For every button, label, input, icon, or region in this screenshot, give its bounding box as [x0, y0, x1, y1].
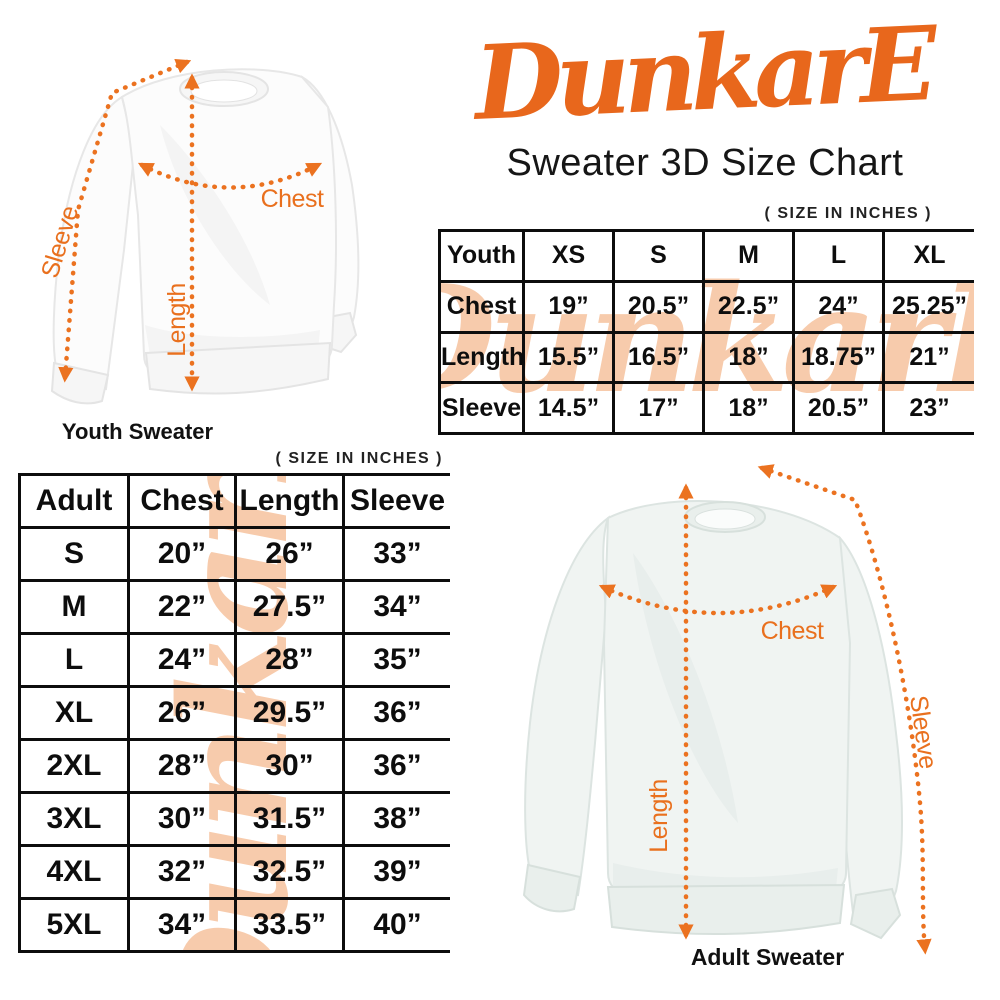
row-label: Chest	[438, 279, 525, 334]
youth-header-cell: S	[612, 229, 705, 283]
value-cell: 31.5”	[234, 791, 345, 847]
row-label: XL	[18, 685, 130, 741]
adult-table-area: DunkarE Adult Chest Length Sleeve S 20” …	[18, 473, 450, 953]
youth-table-area: DunkarE Youth XS S M L XL Chest 19” 20.5…	[438, 229, 974, 435]
value-cell: 25.25”	[882, 279, 974, 334]
youth-sweater-body	[50, 68, 360, 405]
adult-header-cell: Length	[234, 473, 345, 529]
row-label: M	[18, 579, 130, 635]
adult-header-cell: Sleeve	[342, 473, 450, 529]
youth-units-note: ( SIZE IN INCHES )	[764, 205, 932, 222]
table-row: Length 15.5” 16.5” 18” 18.75” 21”	[438, 330, 974, 385]
table-row: Chest 19” 20.5” 22.5” 24” 25.25”	[438, 279, 974, 334]
value-cell: 30”	[234, 738, 345, 794]
row-label: 3XL	[18, 791, 130, 847]
value-cell: 32.5”	[234, 844, 345, 900]
value-cell: 24”	[127, 632, 237, 688]
value-cell: 36”	[342, 738, 450, 794]
value-cell: 23”	[882, 381, 974, 435]
value-cell: 24”	[792, 279, 885, 334]
value-cell: 34”	[127, 897, 237, 953]
value-cell: 26”	[234, 526, 345, 582]
table-row: XL 26” 29.5” 36”	[18, 685, 450, 741]
youth-length-label: Length	[163, 283, 191, 356]
youth-sweater-caption: Youth Sweater	[61, 419, 214, 444]
adult-measurements: Chest Length Sleeve	[598, 464, 942, 955]
adult-chest-measure-line	[598, 584, 838, 616]
value-cell: 18”	[702, 381, 795, 435]
adult-sleeve-measure-line	[757, 464, 932, 955]
row-label: 5XL	[18, 897, 130, 953]
youth-sweater-illustration: Chest Length Sleeve	[36, 59, 360, 405]
adult-sleeve-label: Sleeve	[904, 694, 942, 771]
row-label: 2XL	[18, 738, 130, 794]
value-cell: 21”	[882, 330, 974, 385]
value-cell: 30”	[127, 791, 237, 847]
value-cell: 20.5”	[612, 279, 705, 334]
value-cell: 20”	[127, 526, 237, 582]
table-row: Sleeve 14.5” 17” 18” 20.5” 23”	[438, 381, 974, 435]
table-row: 2XL 28” 30” 36”	[18, 738, 450, 794]
value-cell: 40”	[342, 897, 450, 953]
adult-header-cell: Chest	[127, 473, 237, 529]
adult-chest-label: Chest	[761, 617, 824, 645]
value-cell: 29.5”	[234, 685, 345, 741]
value-cell: 15.5”	[522, 330, 615, 385]
table-row: 4XL 32” 32.5” 39”	[18, 844, 450, 900]
youth-header-cell: Youth	[438, 229, 525, 283]
table-row: L 24” 28” 35”	[18, 632, 450, 688]
value-cell: 16.5”	[612, 330, 705, 385]
adult-sweater-body	[522, 500, 903, 940]
table-row: S 20” 26” 33”	[18, 526, 450, 582]
value-cell: 22”	[127, 579, 237, 635]
table-row: 5XL 34” 33.5” 40”	[18, 897, 450, 953]
value-cell: 22.5”	[702, 279, 795, 334]
value-cell: 28”	[127, 738, 237, 794]
youth-chest-measure-line	[137, 162, 323, 190]
page-title: Sweater 3D Size Chart	[506, 142, 904, 184]
value-cell: 20.5”	[792, 381, 885, 435]
value-cell: 38”	[342, 791, 450, 847]
value-cell: 33”	[342, 526, 450, 582]
youth-chest-label: Chest	[261, 185, 324, 213]
value-cell: 35”	[342, 632, 450, 688]
value-cell: 33.5”	[234, 897, 345, 953]
value-cell: 19”	[522, 279, 615, 334]
row-label: S	[18, 526, 130, 582]
adult-size-table: Adult Chest Length Sleeve S 20” 26” 33” …	[18, 473, 450, 953]
youth-sleeve-measure-line	[58, 59, 192, 383]
youth-header-cell: XL	[882, 229, 974, 283]
youth-header-cell: L	[792, 229, 885, 283]
adult-length-label: Length	[645, 779, 673, 852]
row-label: L	[18, 632, 130, 688]
value-cell: 34”	[342, 579, 450, 635]
youth-size-table: Youth XS S M L XL Chest 19” 20.5” 22.5” …	[438, 229, 974, 435]
table-row: M 22” 27.5” 34”	[18, 579, 450, 635]
youth-header-row: Youth XS S M L XL	[438, 229, 974, 283]
value-cell: 32”	[127, 844, 237, 900]
adult-header-row: Adult Chest Length Sleeve	[18, 473, 450, 529]
row-label: Sleeve	[438, 381, 525, 435]
value-cell: 27.5”	[234, 579, 345, 635]
row-label: Length	[438, 330, 525, 385]
adult-header-cell: Adult	[18, 473, 130, 529]
value-cell: 36”	[342, 685, 450, 741]
adult-sweater-caption: Adult Sweater	[690, 944, 845, 970]
table-row: 3XL 30” 31.5” 38”	[18, 791, 450, 847]
value-cell: 18.75”	[792, 330, 885, 385]
value-cell: 26”	[127, 685, 237, 741]
value-cell: 28”	[234, 632, 345, 688]
value-cell: 14.5”	[522, 381, 615, 435]
youth-header-cell: XS	[522, 229, 615, 283]
value-cell: 17”	[612, 381, 705, 435]
value-cell: 39”	[342, 844, 450, 900]
row-label: 4XL	[18, 844, 130, 900]
value-cell: 18”	[702, 330, 795, 385]
brand-logo: DunkarE	[472, 4, 933, 144]
youth-header-cell: M	[702, 229, 795, 283]
adult-units-note: ( SIZE IN INCHES )	[275, 450, 443, 467]
adult-sweater-illustration: Chest Length Sleeve	[522, 464, 942, 955]
